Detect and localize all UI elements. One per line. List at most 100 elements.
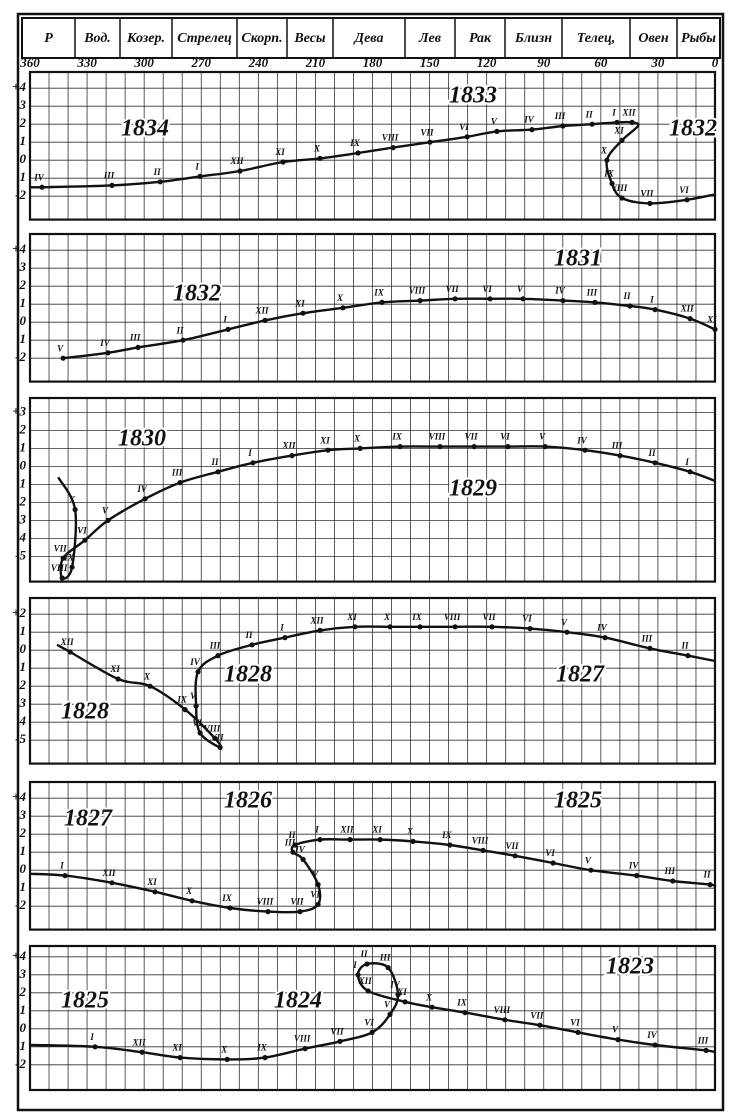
month-point xyxy=(471,444,477,450)
month-label: II xyxy=(175,325,184,335)
month-point xyxy=(60,555,66,561)
x-tick-label: 60 xyxy=(594,55,608,70)
month-point xyxy=(300,310,306,316)
zodiac-sign: Близн xyxy=(514,31,552,46)
y-tick-label: 2 xyxy=(19,984,27,999)
year-label: 1826 xyxy=(224,788,272,814)
month-point xyxy=(135,344,141,350)
month-point xyxy=(292,842,298,848)
month-point xyxy=(589,121,595,127)
month-label: I xyxy=(89,1032,94,1042)
month-label: III xyxy=(611,441,623,451)
y-tick-label: 3 xyxy=(19,966,27,981)
month-point xyxy=(377,837,383,843)
month-point xyxy=(352,624,358,630)
month-point xyxy=(564,629,570,635)
year-label: 1828 xyxy=(61,699,109,725)
y-tick-label: 0 xyxy=(20,151,27,166)
month-label: IV xyxy=(596,623,608,633)
month-label: III xyxy=(209,641,221,651)
month-label: XII xyxy=(340,825,355,835)
panel-frame xyxy=(28,596,717,765)
month-point xyxy=(502,1017,508,1023)
month-label: X xyxy=(406,826,414,836)
month-point xyxy=(39,184,45,190)
month-point xyxy=(152,889,158,895)
month-label: III xyxy=(664,866,676,876)
month-point xyxy=(385,965,391,971)
month-point xyxy=(604,157,610,163)
month-label: II xyxy=(680,641,689,651)
month-point xyxy=(417,298,423,304)
month-point xyxy=(520,296,526,302)
month-label: X xyxy=(143,671,151,681)
month-label: V xyxy=(539,432,546,442)
month-label: X xyxy=(220,1044,228,1054)
y-tick-label: +4 xyxy=(12,948,26,963)
month-point xyxy=(537,1022,543,1028)
month-point xyxy=(237,168,243,174)
month-point xyxy=(355,972,361,978)
month-label: III xyxy=(284,837,296,847)
month-point xyxy=(265,909,271,915)
month-point xyxy=(615,1037,621,1043)
month-point xyxy=(464,134,470,140)
month-point xyxy=(315,882,321,888)
y-tick-label: -2 xyxy=(15,1056,26,1071)
month-label: IX xyxy=(176,695,188,705)
month-label: X xyxy=(353,433,361,443)
month-point xyxy=(652,1042,658,1048)
month-point xyxy=(387,1011,393,1018)
month-label: VIII xyxy=(294,1034,311,1044)
month-label: I xyxy=(649,295,654,305)
month-point xyxy=(619,137,625,143)
month-label: X xyxy=(185,886,193,896)
zodiac-sign: Дева xyxy=(353,31,384,46)
month-label: VIII xyxy=(51,563,68,573)
month-label: III xyxy=(171,468,183,478)
month-point xyxy=(452,296,458,302)
zodiac-sign: Рыбы xyxy=(681,31,716,46)
zodiac-sign: Козер. xyxy=(126,31,165,46)
month-point xyxy=(397,444,403,450)
month-label: IV xyxy=(523,115,535,125)
zodiac-sign: Телец, xyxy=(577,31,616,46)
month-label: I xyxy=(279,623,284,633)
month-point xyxy=(602,635,608,641)
year-label: 1824 xyxy=(274,988,322,1014)
zodiac-sign: Стрелец xyxy=(177,31,232,46)
month-label: V xyxy=(312,870,319,880)
month-label: IV xyxy=(99,338,111,348)
month-point xyxy=(687,469,693,475)
month-point xyxy=(212,735,218,742)
month-point xyxy=(652,460,658,466)
month-point xyxy=(262,317,268,323)
month-point xyxy=(685,653,691,659)
month-label: IX xyxy=(221,893,233,903)
month-label: II xyxy=(288,830,297,840)
month-label: XI xyxy=(706,314,717,324)
month-point xyxy=(177,480,183,486)
month-label: VI xyxy=(545,848,555,858)
zodiac-sign: Овен xyxy=(638,31,668,46)
month-point xyxy=(357,445,363,451)
month-label: VII xyxy=(54,543,68,553)
month-point xyxy=(619,195,625,201)
month-point xyxy=(300,856,306,863)
month-label: XI xyxy=(294,298,305,308)
year-label: 1825 xyxy=(554,788,602,814)
month-label: III xyxy=(379,953,391,963)
month-label: VIII xyxy=(382,133,399,143)
y-tick-label: 2 xyxy=(19,493,27,508)
month-point xyxy=(410,838,416,845)
month-point xyxy=(542,444,548,450)
month-label: XII xyxy=(358,976,373,986)
y-tick-label: 1 xyxy=(20,439,27,454)
month-label: III xyxy=(697,1035,709,1045)
year-label: 1825 xyxy=(61,988,109,1014)
y-tick-label: 1 xyxy=(20,133,27,148)
month-point xyxy=(365,988,371,994)
month-point xyxy=(489,624,495,630)
month-point xyxy=(480,847,486,854)
y-tick-label: 3 xyxy=(19,97,27,112)
